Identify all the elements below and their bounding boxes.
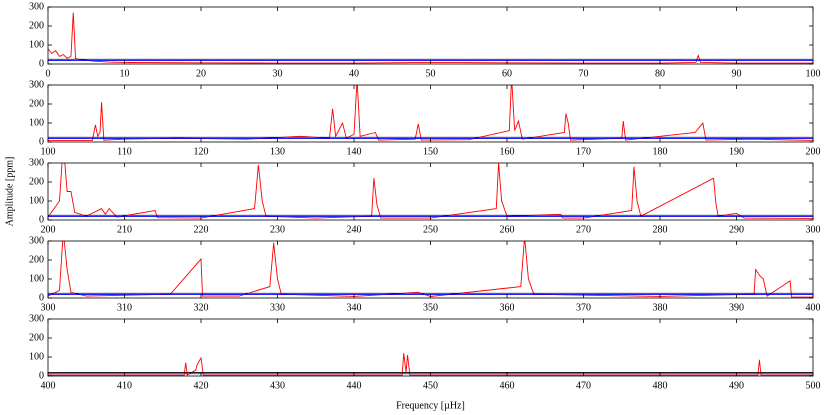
x-tick-label: 140 bbox=[347, 146, 362, 157]
x-tick-label: 400 bbox=[806, 302, 821, 313]
x-tick-label: 230 bbox=[270, 224, 285, 235]
spectrum-line bbox=[48, 163, 813, 219]
x-tick-label: 290 bbox=[729, 224, 744, 235]
x-tick-label: 220 bbox=[194, 224, 209, 235]
x-tick-label: 180 bbox=[653, 146, 668, 157]
x-tick-label: 360 bbox=[500, 302, 515, 313]
x-tick-label: 470 bbox=[576, 380, 591, 391]
x-tick-label: 440 bbox=[347, 380, 362, 391]
x-tick-label: 200 bbox=[806, 146, 821, 157]
panel-frame bbox=[47, 84, 814, 143]
spectrum-line bbox=[48, 353, 813, 376]
x-tick-label: 340 bbox=[347, 302, 362, 313]
y-tick-label: 200 bbox=[29, 254, 44, 265]
y-tick-label: 300 bbox=[29, 1, 44, 12]
panel: 0 10 20 30 40 50 60 70 80 90 100 0 100 200 300 bbox=[29, 1, 821, 79]
x-tick-label: 320 bbox=[194, 302, 209, 313]
x-tick-label: 420 bbox=[194, 380, 209, 391]
spectrum-line bbox=[48, 85, 813, 141]
x-tick-label: 310 bbox=[117, 302, 132, 313]
y-tick-label: 0 bbox=[39, 58, 44, 69]
spectrum-line bbox=[48, 12, 813, 64]
x-tick-label: 450 bbox=[423, 380, 438, 391]
x-tick-label: 370 bbox=[576, 302, 591, 313]
x-tick-label: 400 bbox=[41, 380, 56, 391]
spectrum-line bbox=[48, 241, 813, 298]
panel: 300 310 320 330 340 350 360 370 380 390 400 0 100 200… bbox=[29, 235, 821, 313]
panel: 100 110 120 130 140 150 160 170 180 190 2000100200… bbox=[29, 79, 821, 157]
y-tick-label: 200 bbox=[29, 332, 44, 343]
x-tick-label: 150 bbox=[423, 146, 438, 157]
x-tick-label: 260 bbox=[500, 224, 515, 235]
x-tick-label: 50 bbox=[426, 68, 436, 79]
x-tick-label: 430 bbox=[270, 380, 285, 391]
panel-frame bbox=[47, 162, 814, 221]
y-tick-label: 200 bbox=[29, 176, 44, 187]
y-tick-label: 300 bbox=[29, 313, 44, 324]
x-tick-label: 60 bbox=[502, 68, 512, 79]
y-tick-label: 100 bbox=[29, 273, 44, 284]
y-tick-label: 300 bbox=[29, 235, 44, 246]
panel: 400 410 420 430 440 450 460 470 480 490 500 0 100 200… bbox=[29, 313, 821, 391]
y-tick-label: 0 bbox=[39, 214, 44, 225]
x-tick-label: 10 bbox=[120, 68, 130, 79]
y-tick-label: 200 bbox=[29, 20, 44, 31]
y-tick-label: 0 bbox=[39, 292, 44, 303]
x-tick-label: 40 bbox=[349, 68, 359, 79]
x-tick-label: 130 bbox=[270, 146, 285, 157]
x-tick-label: 270 bbox=[576, 224, 591, 235]
x-tick-label: 0 bbox=[46, 68, 51, 79]
x-tick-label: 70 bbox=[579, 68, 589, 79]
panel-frame bbox=[47, 240, 814, 299]
x-tick-label: 80 bbox=[655, 68, 665, 79]
x-tick-label: 30 bbox=[273, 68, 283, 79]
y-tick-label: 0 bbox=[39, 370, 44, 381]
x-tick-label: 240 bbox=[347, 224, 362, 235]
x-tick-label: 460 bbox=[500, 380, 515, 391]
x-axis-label: Frequency [µHz] bbox=[396, 400, 465, 411]
x-tick-label: 90 bbox=[732, 68, 742, 79]
x-tick-label: 110 bbox=[117, 146, 132, 157]
x-tick-label: 480 bbox=[653, 380, 668, 391]
x-tick-label: 330 bbox=[270, 302, 285, 313]
y-tick-label: 100 bbox=[29, 39, 44, 50]
x-tick-label: 210 bbox=[117, 224, 132, 235]
x-tick-label: 410 bbox=[117, 380, 132, 391]
x-tick-label: 200 bbox=[41, 224, 56, 235]
x-tick-label: 160 bbox=[500, 146, 515, 157]
y-tick-label: 100 bbox=[29, 117, 44, 128]
panel: 200 210 220 230 240 250 260 270 280 290 300 0 100 200… bbox=[29, 157, 821, 235]
y-tick-label: 300 bbox=[29, 157, 44, 168]
x-tick-label: 190 bbox=[729, 146, 744, 157]
x-tick-label: 380 bbox=[653, 302, 668, 313]
x-tick-label: 20 bbox=[196, 68, 206, 79]
y-tick-label: 300 bbox=[29, 79, 44, 90]
panel-frame bbox=[47, 318, 814, 377]
x-tick-label: 280 bbox=[653, 224, 668, 235]
x-tick-label: 300 bbox=[41, 302, 56, 313]
x-tick-label: 170 bbox=[576, 146, 591, 157]
x-tick-label: 100 bbox=[41, 146, 56, 157]
x-tick-label: 100 bbox=[806, 68, 821, 79]
x-tick-label: 300 bbox=[806, 224, 821, 235]
y-tick-label: 200 bbox=[29, 98, 44, 109]
x-tick-label: 250 bbox=[423, 224, 438, 235]
y-tick-label: 100 bbox=[29, 351, 44, 362]
x-tick-label: 490 bbox=[729, 380, 744, 391]
y-axis-label: Amplitude [ppm] bbox=[4, 157, 15, 227]
x-tick-label: 120 bbox=[194, 146, 209, 157]
x-tick-label: 350 bbox=[423, 302, 438, 313]
y-tick-label: 100 bbox=[29, 195, 44, 206]
x-tick-label: 390 bbox=[729, 302, 744, 313]
y-tick-label: 0 bbox=[39, 136, 44, 147]
x-tick-label: 500 bbox=[806, 380, 821, 391]
